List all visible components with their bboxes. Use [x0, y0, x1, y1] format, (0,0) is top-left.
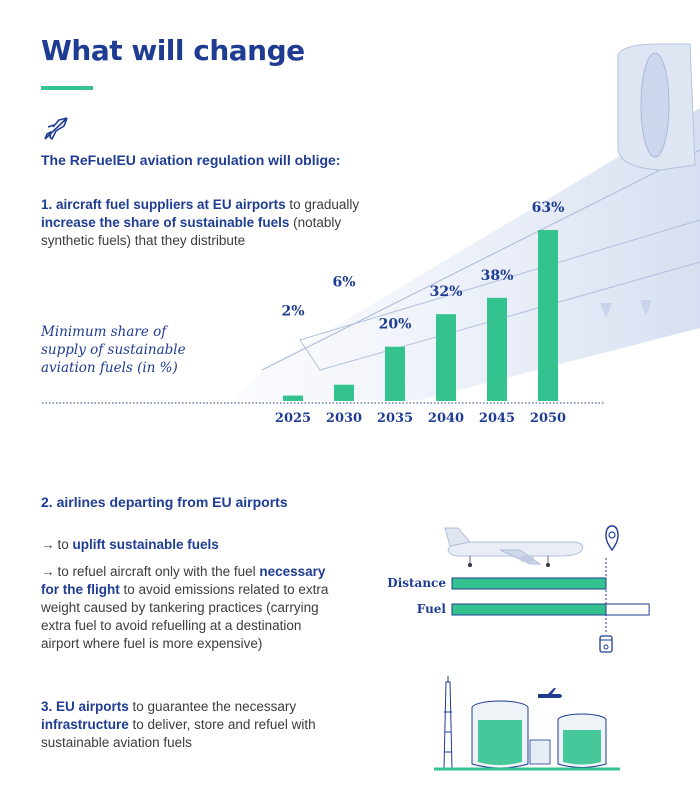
- obligation-2-heading: 2. airlines departing from EU airports: [41, 494, 288, 510]
- bullet-2-bold: necessary for the flight: [41, 564, 326, 597]
- page-title: What will change: [41, 34, 305, 67]
- bullet-1-pre: to: [57, 537, 73, 552]
- bullet-1-bold: uplift sustainable fuels: [72, 537, 219, 552]
- arrow-icon: →: [41, 537, 55, 552]
- tick-label-2030: 2030: [326, 411, 362, 426]
- bar-2045: [487, 297, 507, 401]
- bar-2030: [334, 384, 354, 401]
- title-underline: [41, 86, 93, 90]
- fuel-label: Fuel: [416, 602, 446, 616]
- airplane-icon: [44, 117, 68, 140]
- storage-tank-2: [557, 713, 607, 768]
- bar-2035: [385, 346, 405, 401]
- intro-text: The ReFuelEU aviation regulation will ob…: [41, 152, 341, 168]
- tick-label-2040: 2040: [428, 411, 464, 426]
- obligation-3-text-b: to deliver, store and refuel with sustai…: [41, 717, 316, 750]
- distance-bar: [451, 577, 607, 590]
- obligation-1-text-b: (notably synthetic fuels) that they dist…: [41, 215, 342, 248]
- airliner-icon: [444, 527, 584, 567]
- airport-infrastructure-illustration: [434, 676, 620, 771]
- obligation-3-bold: infrastructure: [41, 717, 129, 732]
- bullet-2-pre: to refuel aircraft only with the fuel: [57, 564, 260, 579]
- value-label-2040: 32%: [430, 284, 463, 300]
- tick-label-2050: 2050: [530, 411, 566, 426]
- obligation-1: 1. aircraft fuel suppliers at EU airport…: [41, 196, 371, 250]
- tankering-illustration: [444, 525, 650, 653]
- tick-label-2025: 2025: [275, 411, 311, 426]
- obligation-1-prefix: 1. aircraft fuel suppliers at EU airport…: [41, 197, 286, 212]
- obligation-3: 3. EU airports to guarantee the necessar…: [41, 698, 341, 752]
- bullet-2-post: to avoid emissions related to extra weig…: [41, 582, 329, 651]
- tick-label-2035: 2035: [377, 411, 413, 426]
- bar-2025: [283, 395, 303, 401]
- fuel-bar: [451, 603, 607, 616]
- value-label-2045: 38%: [481, 268, 514, 284]
- obligation-2-bullet-1: → to uplift sustainable fuels: [41, 536, 219, 554]
- distance-label: Distance: [387, 576, 446, 590]
- obligation-3-prefix: 3. EU airports: [41, 699, 129, 714]
- obligation-1-bold: increase the share of sustainable fuels: [41, 215, 290, 230]
- fuel-drum-icon: [599, 635, 613, 653]
- obligation-2-bullet-2: → to refuel aircraft only with the fuel n…: [41, 563, 341, 653]
- tick-label-2045: 2045: [479, 411, 515, 426]
- storage-tank-1: [471, 700, 529, 769]
- value-label-2030: 6%: [332, 275, 355, 291]
- small-plane-icon: [538, 688, 562, 698]
- value-label-2050: 63%: [532, 200, 565, 216]
- chart-title: Minimum share of supply of sustainable avi…: [40, 324, 186, 376]
- value-label-2025: 2%: [281, 304, 304, 320]
- chart-title-line: Minimum share of: [40, 324, 168, 340]
- bar-2040: [436, 314, 456, 401]
- obligation-3-text-a: to guarantee the necessary: [128, 699, 297, 714]
- bar-2050: [538, 230, 558, 401]
- chart-title-line: aviation fuels (in %): [41, 360, 178, 376]
- value-label-2035: 20%: [379, 317, 412, 333]
- location-pin-icon: [605, 525, 619, 552]
- arrow-icon: →: [41, 564, 55, 579]
- obligation-1-text-a: to gradually: [285, 197, 360, 212]
- chart-title-line: supply of sustainable: [41, 342, 186, 358]
